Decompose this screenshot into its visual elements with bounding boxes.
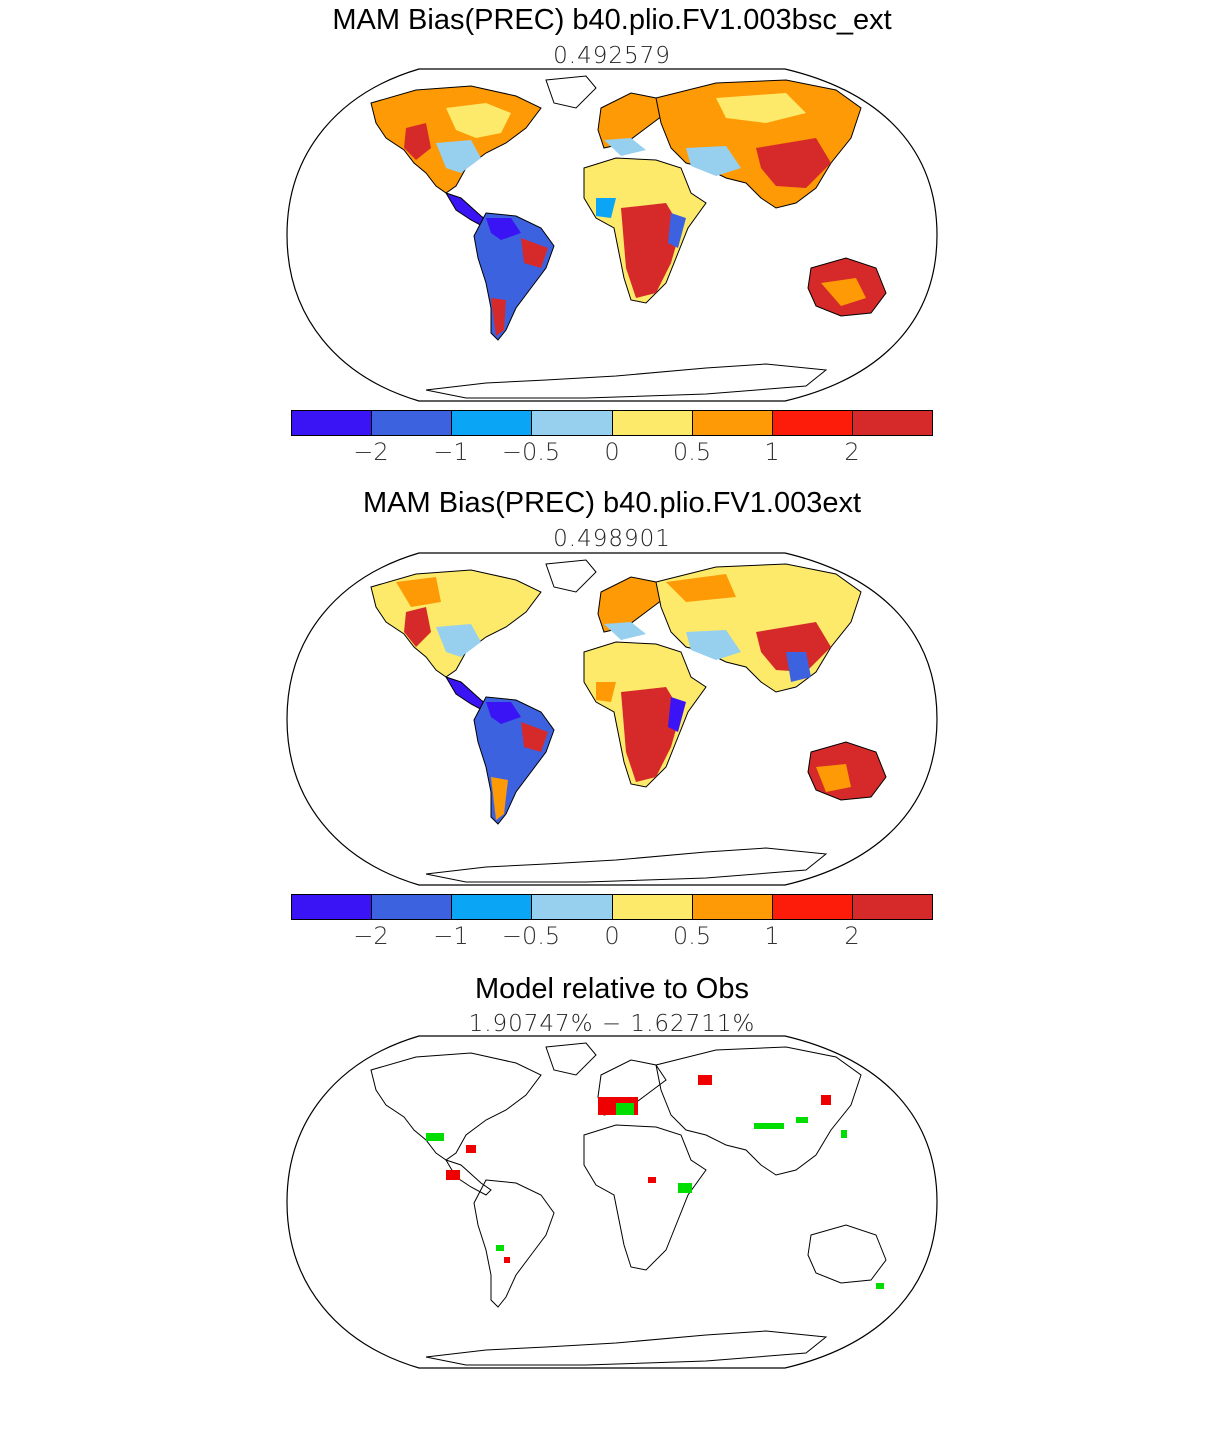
panel-2-subtitle: 0.498901 — [553, 526, 671, 552]
colorbar-tick-label: 2 — [844, 922, 860, 950]
better-region — [876, 1283, 884, 1289]
colorbar-tick-label: 0 — [604, 438, 620, 466]
colorbar-tick-label: 2 — [844, 438, 860, 466]
panel-3-title: Model relative to Obs — [474, 973, 749, 1005]
colorbar-tick-label: −0.5 — [501, 922, 561, 950]
better-region — [616, 1103, 634, 1115]
colorbar-swatch — [772, 895, 853, 919]
north-america — [370, 85, 542, 194]
colorbar-2-labels: −2 −1 −0.5 0 0.5 1 2 — [291, 922, 933, 952]
colorbar-swatch — [852, 411, 932, 435]
colorbar-swatch — [452, 895, 533, 919]
colorbar-tick-label: 0 — [604, 922, 620, 950]
better-region — [796, 1117, 808, 1123]
north-america — [370, 569, 542, 678]
colorbar-swatch — [372, 895, 453, 919]
colorbar-tick-label: −2 — [353, 438, 389, 466]
worse-region — [446, 1170, 460, 1180]
colorbar-1-labels: −2 −1 −0.5 0 0.5 1 2 — [291, 438, 933, 468]
colorbar-swatch — [612, 895, 693, 919]
antarctica — [425, 363, 828, 399]
better-region — [754, 1123, 784, 1129]
colorbar-swatch — [692, 411, 773, 435]
africa — [583, 1124, 707, 1271]
greenland — [545, 559, 597, 593]
panel-3-subtitle: 1.90747% − 1.62711% — [468, 1011, 756, 1037]
colorbar-swatch — [292, 895, 373, 919]
panel-1-title: MAM Bias(PREC) b40.plio.FV1.003bsc_ext — [332, 4, 892, 36]
relative-map — [286, 1035, 938, 1369]
colorbar-tick-label: 1 — [764, 438, 780, 466]
better-region — [678, 1183, 692, 1193]
significance-markers — [426, 1075, 884, 1289]
colorbar-2 — [291, 894, 933, 920]
colorbar-tick-label: 1 — [764, 922, 780, 950]
panel-2-title: MAM Bias(PREC) b40.plio.FV1.003ext — [362, 487, 862, 519]
colorbar-swatch — [852, 895, 932, 919]
colorbar-tick-label: 0.5 — [672, 438, 712, 466]
colorbar-tick-label: −2 — [353, 922, 389, 950]
colorbar-tick-label: 0.5 — [672, 922, 712, 950]
colorbar-swatch — [452, 411, 533, 435]
antarctica — [425, 1330, 828, 1366]
bias-map-2 — [286, 552, 938, 886]
colorbar-1 — [291, 410, 933, 436]
south-america — [473, 1179, 555, 1308]
panel-1-subtitle: 0.492579 — [553, 43, 671, 69]
bias-map-1 — [286, 68, 938, 402]
europe — [597, 92, 667, 149]
colorbar-tick-label: −0.5 — [501, 438, 561, 466]
colorbar-swatch — [692, 895, 773, 919]
colorbar-swatch — [772, 411, 853, 435]
colorbar-tick-label: −1 — [433, 438, 469, 466]
colorbar-swatch — [372, 411, 453, 435]
worse-region — [648, 1177, 656, 1183]
australia — [807, 1224, 887, 1284]
better-region — [426, 1133, 444, 1141]
worse-region — [821, 1095, 831, 1105]
colorbar-swatch — [532, 895, 613, 919]
colorbar-tick-label: −1 — [433, 922, 469, 950]
asia — [655, 1046, 862, 1176]
greenland — [545, 75, 597, 109]
colorbar-swatch — [292, 411, 373, 435]
antarctica — [425, 847, 828, 883]
worse-region — [466, 1145, 476, 1153]
colorbar-swatch — [612, 411, 693, 435]
worse-region — [504, 1257, 510, 1263]
better-region — [496, 1245, 504, 1251]
worse-region — [698, 1075, 712, 1085]
greenland — [545, 1042, 597, 1076]
better-region — [841, 1130, 847, 1138]
colorbar-swatch — [532, 411, 613, 435]
north-america — [370, 1052, 542, 1161]
europe — [597, 576, 667, 633]
